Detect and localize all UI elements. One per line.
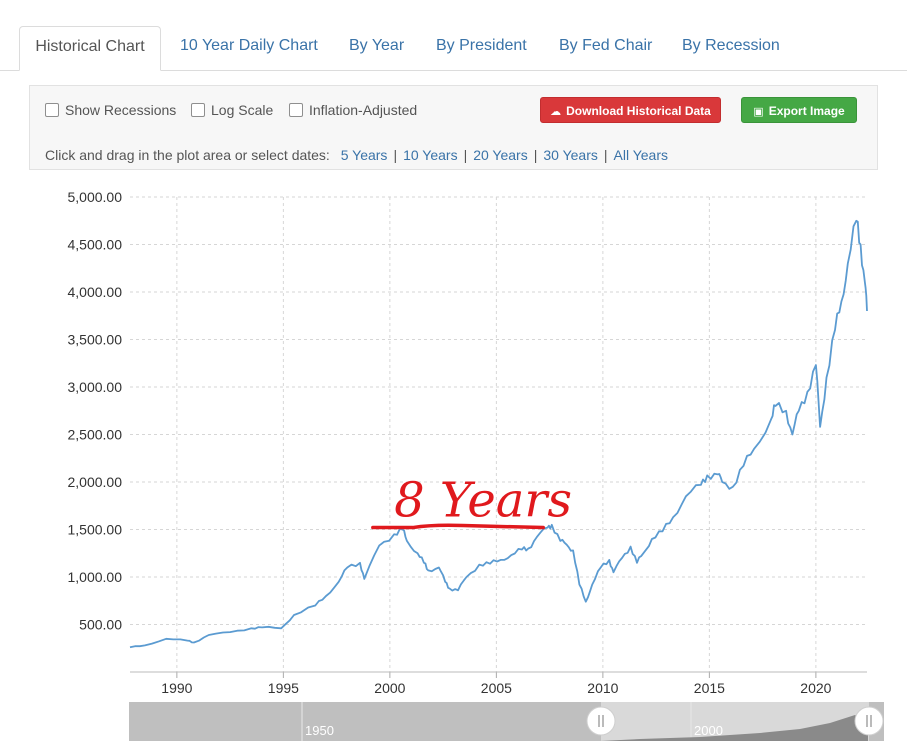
log-scale-label: Log Scale <box>211 102 274 118</box>
y-tick-label: 1,500.00 <box>68 522 123 538</box>
export-button-label: Export Image <box>768 104 845 118</box>
navigator-label: 1950 <box>305 723 334 738</box>
chart-grid <box>130 196 867 672</box>
range-link-30-years[interactable]: 30 Years <box>543 147 598 163</box>
date-range-hint-text: Click and drag in the plot area or selec… <box>45 147 330 163</box>
x-tick-label: 2005 <box>481 680 512 696</box>
y-tick-label: 3,000.00 <box>68 379 123 395</box>
inflation-adjusted-option[interactable]: Inflation-Adjusted <box>289 102 417 118</box>
tab-by-president[interactable]: By President <box>436 37 527 54</box>
navigator-label: 2000 <box>694 723 723 738</box>
range-link-10-years[interactable]: 10 Years <box>403 147 458 163</box>
sp500-line <box>129 219 868 649</box>
handle-knob <box>586 706 616 736</box>
date-range-hint: Click and drag in the plot area or selec… <box>45 147 668 163</box>
y-tick-label: 2,500.00 <box>68 427 123 443</box>
y-tick-label: 1,000.00 <box>68 569 123 585</box>
navigator-area <box>129 715 868 741</box>
tab-historical-chart[interactable]: Historical Chart <box>19 26 161 71</box>
y-tick-label: 2,000.00 <box>68 474 123 490</box>
show-recessions-checkbox[interactable] <box>45 103 59 117</box>
navigator-right-handle[interactable] <box>854 706 884 736</box>
x-tick-label: 1990 <box>161 680 192 696</box>
navigator-left-handle[interactable] <box>586 706 616 736</box>
cloud-download-icon: ☁ <box>550 106 562 118</box>
handwritten-annotation: 8 Years <box>371 473 572 530</box>
log-scale-option[interactable]: Log Scale <box>191 102 273 118</box>
annotation-underline <box>371 523 545 530</box>
download-historical-data-button[interactable]: ☁ Download Historical Data <box>540 97 721 123</box>
tab-by-recession[interactable]: By Recession <box>682 37 780 54</box>
range-link-all-years[interactable]: All Years <box>613 147 668 163</box>
range-link-5-years[interactable]: 5 Years <box>340 147 388 163</box>
y-tick-label: 5,000.00 <box>68 189 123 205</box>
log-scale-checkbox[interactable] <box>191 103 205 117</box>
download-button-label: Download Historical Data <box>566 104 711 118</box>
y-axis-ticks: 500.00 1,000.00 1,500.00 2,000.00 2,500.00 3,… <box>68 189 123 633</box>
tab-10-year-daily-chart[interactable]: 10 Year Daily Chart <box>180 37 318 54</box>
tab-by-year[interactable]: By Year <box>349 37 405 54</box>
handle-knob <box>854 706 884 736</box>
annotation-text: 8 Years <box>394 473 572 529</box>
tab-by-fed-chair[interactable]: By Fed Chair <box>559 37 653 54</box>
x-tick-label: 2015 <box>694 680 725 696</box>
export-image-button[interactable]: ▣ Export Image <box>741 97 857 123</box>
inflation-adjusted-checkbox[interactable] <box>289 103 303 117</box>
range-link-20-years[interactable]: 20 Years <box>473 147 528 163</box>
x-axis-ticks: 1990 1995 2000 2005 2010 2015 2020 <box>130 671 867 696</box>
show-recessions-option[interactable]: Show Recessions <box>45 102 176 118</box>
chart-options-panel: Show Recessions Log Scale Inflation-Adju… <box>29 85 878 170</box>
chart-series <box>129 219 868 649</box>
x-tick-label: 1995 <box>268 680 299 696</box>
x-tick-label: 2010 <box>587 680 618 696</box>
y-tick-label: 4,000.00 <box>68 284 123 300</box>
tab-bar: Historical Chart 10 Year Daily Chart By … <box>0 0 907 71</box>
x-tick-label: 2000 <box>374 680 405 696</box>
range-navigator[interactable]: 1950 2000 <box>129 702 884 741</box>
show-recessions-label: Show Recessions <box>65 102 177 118</box>
y-tick-label: 4,500.00 <box>68 237 123 253</box>
tab-bar-baseline <box>0 70 907 71</box>
image-icon: ▣ <box>753 106 764 118</box>
x-tick-label: 2020 <box>800 680 831 696</box>
inflation-adjusted-label: Inflation-Adjusted <box>309 102 418 118</box>
y-tick-label: 3,500.00 <box>68 332 123 348</box>
y-tick-label: 500.00 <box>79 617 122 633</box>
